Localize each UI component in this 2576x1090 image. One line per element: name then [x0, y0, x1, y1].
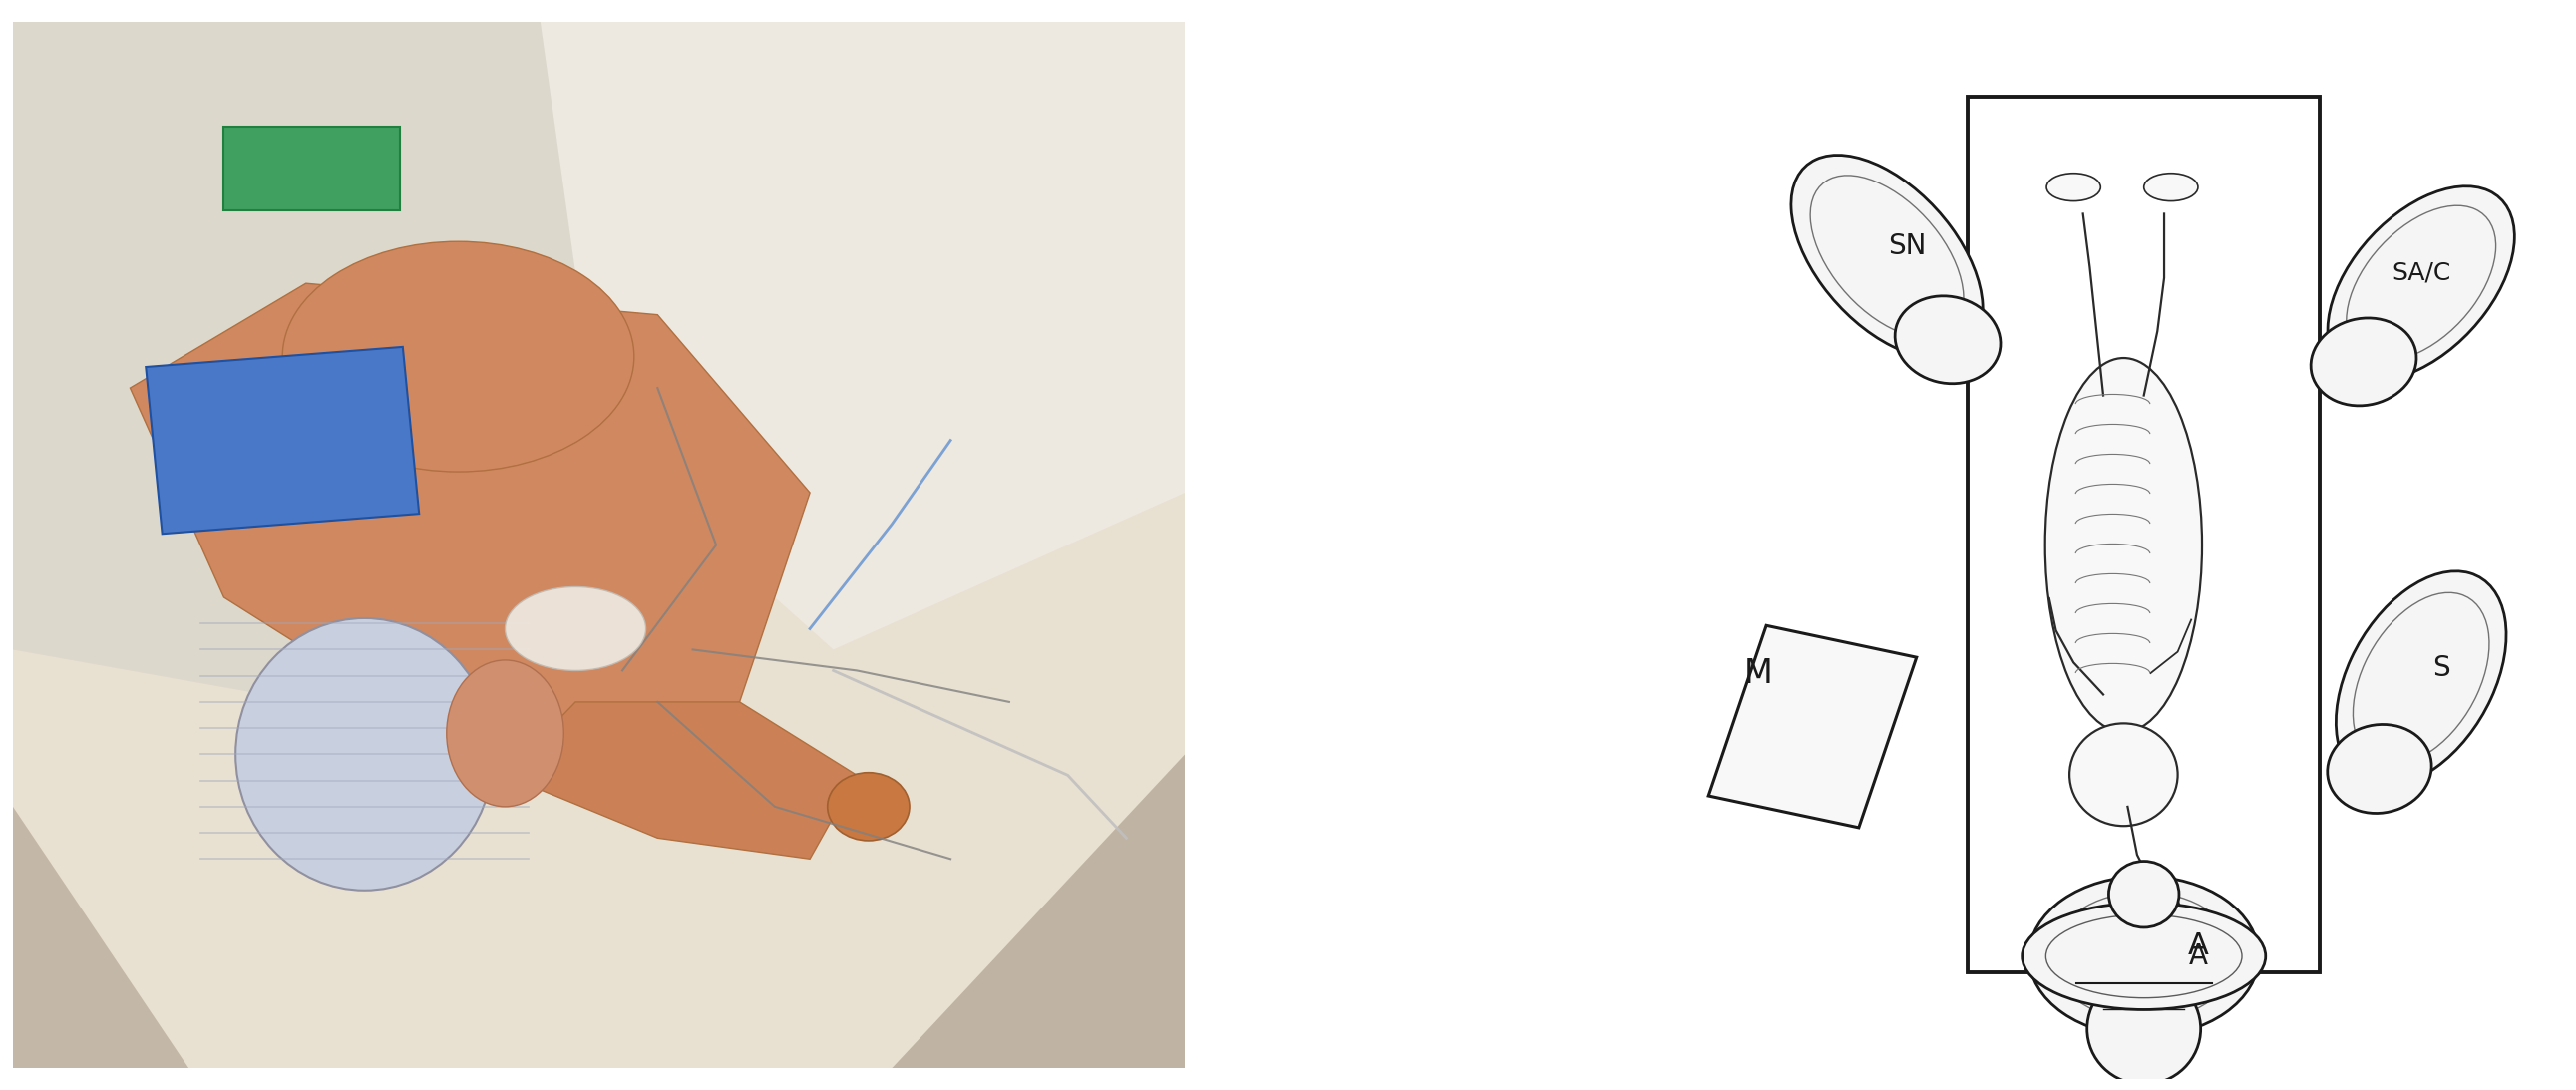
Ellipse shape: [234, 618, 495, 891]
Polygon shape: [13, 22, 835, 754]
Bar: [224, 126, 399, 210]
Text: M: M: [1744, 657, 1772, 690]
Ellipse shape: [1896, 296, 2002, 384]
Ellipse shape: [827, 773, 909, 840]
Ellipse shape: [283, 242, 634, 472]
Ellipse shape: [2143, 173, 2197, 201]
Polygon shape: [505, 702, 858, 859]
Ellipse shape: [2069, 724, 2177, 826]
Text: SN: SN: [1888, 232, 1927, 259]
Bar: [147, 347, 420, 534]
Polygon shape: [131, 283, 809, 775]
Ellipse shape: [2336, 571, 2506, 786]
Ellipse shape: [2045, 173, 2099, 201]
Ellipse shape: [2110, 861, 2179, 928]
Ellipse shape: [2030, 876, 2259, 1037]
Polygon shape: [13, 807, 188, 1068]
Ellipse shape: [2022, 903, 2267, 1009]
Ellipse shape: [446, 661, 564, 807]
Ellipse shape: [2045, 359, 2202, 732]
Ellipse shape: [2143, 892, 2179, 930]
Text: A: A: [2190, 942, 2208, 970]
Ellipse shape: [2311, 318, 2416, 405]
Text: S: S: [2432, 654, 2450, 682]
Text: SA/C: SA/C: [2391, 261, 2450, 284]
Ellipse shape: [2329, 186, 2514, 380]
Polygon shape: [891, 754, 1185, 1068]
Ellipse shape: [2087, 973, 2200, 1085]
Polygon shape: [541, 22, 1185, 650]
Bar: [1968, 96, 2321, 972]
Polygon shape: [1708, 626, 1917, 827]
Ellipse shape: [1790, 155, 1984, 358]
Ellipse shape: [2329, 725, 2432, 813]
Ellipse shape: [505, 586, 647, 670]
Text: A: A: [2187, 931, 2208, 960]
